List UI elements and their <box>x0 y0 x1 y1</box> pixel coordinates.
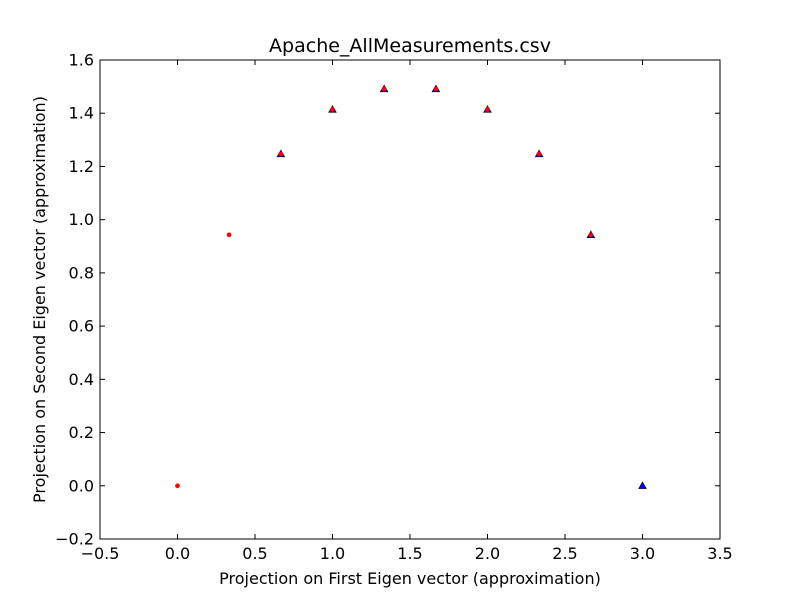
ticks-layer: −0.5 0.0 0.5 1.0 1.5 2.0 2.5 3.0 3.5 −0.2 0.0 0.2 0.… <box>55 51 733 564</box>
y-tick-label: 0.6 <box>69 317 94 336</box>
data-point-dot <box>485 107 490 112</box>
data-point-dot <box>433 86 439 92</box>
x-tick-label: 3.0 <box>630 544 655 563</box>
y-tick-label: 1.2 <box>69 157 94 176</box>
chart-title: Apache_AllMeasurements.csv <box>269 35 551 57</box>
data-point-dot <box>381 86 387 92</box>
points-layer <box>175 84 647 489</box>
data-point-dot <box>226 232 232 238</box>
x-axis-title: Projection on First Eigen vector (approx… <box>219 569 601 588</box>
x-tick-label: 0.0 <box>165 544 190 563</box>
x-tick-label: 0.5 <box>242 544 267 563</box>
x-tick-label: −0.5 <box>81 544 120 563</box>
data-point-dot <box>175 483 180 489</box>
data-point-dot <box>536 151 542 157</box>
y-tick-label: 0.4 <box>69 370 94 389</box>
data-point-dot <box>278 151 284 157</box>
x-tick-label: 2.5 <box>552 544 577 563</box>
data-point-triangle <box>638 481 647 489</box>
y-tick-label: 1.4 <box>69 104 94 123</box>
y-tick-label: 1.6 <box>69 51 94 70</box>
y-tick-label: 0.0 <box>69 476 94 495</box>
x-tick-label: 2.0 <box>475 544 500 563</box>
y-tick-label: 0.8 <box>69 263 94 282</box>
y-tick-label: −0.2 <box>55 530 94 549</box>
data-point-dot <box>588 232 594 238</box>
x-tick-label: 3.5 <box>707 544 732 563</box>
plot-frame <box>99 59 721 540</box>
y-axis-title: Projection on Second Eigen vector (appro… <box>30 96 49 503</box>
data-point-dot <box>330 107 335 112</box>
y-tick-label: 0.2 <box>69 423 94 442</box>
x-tick-label: 1.0 <box>320 544 345 563</box>
x-tick-label: 1.5 <box>397 544 422 563</box>
y-tick-label: 1.0 <box>69 210 94 229</box>
